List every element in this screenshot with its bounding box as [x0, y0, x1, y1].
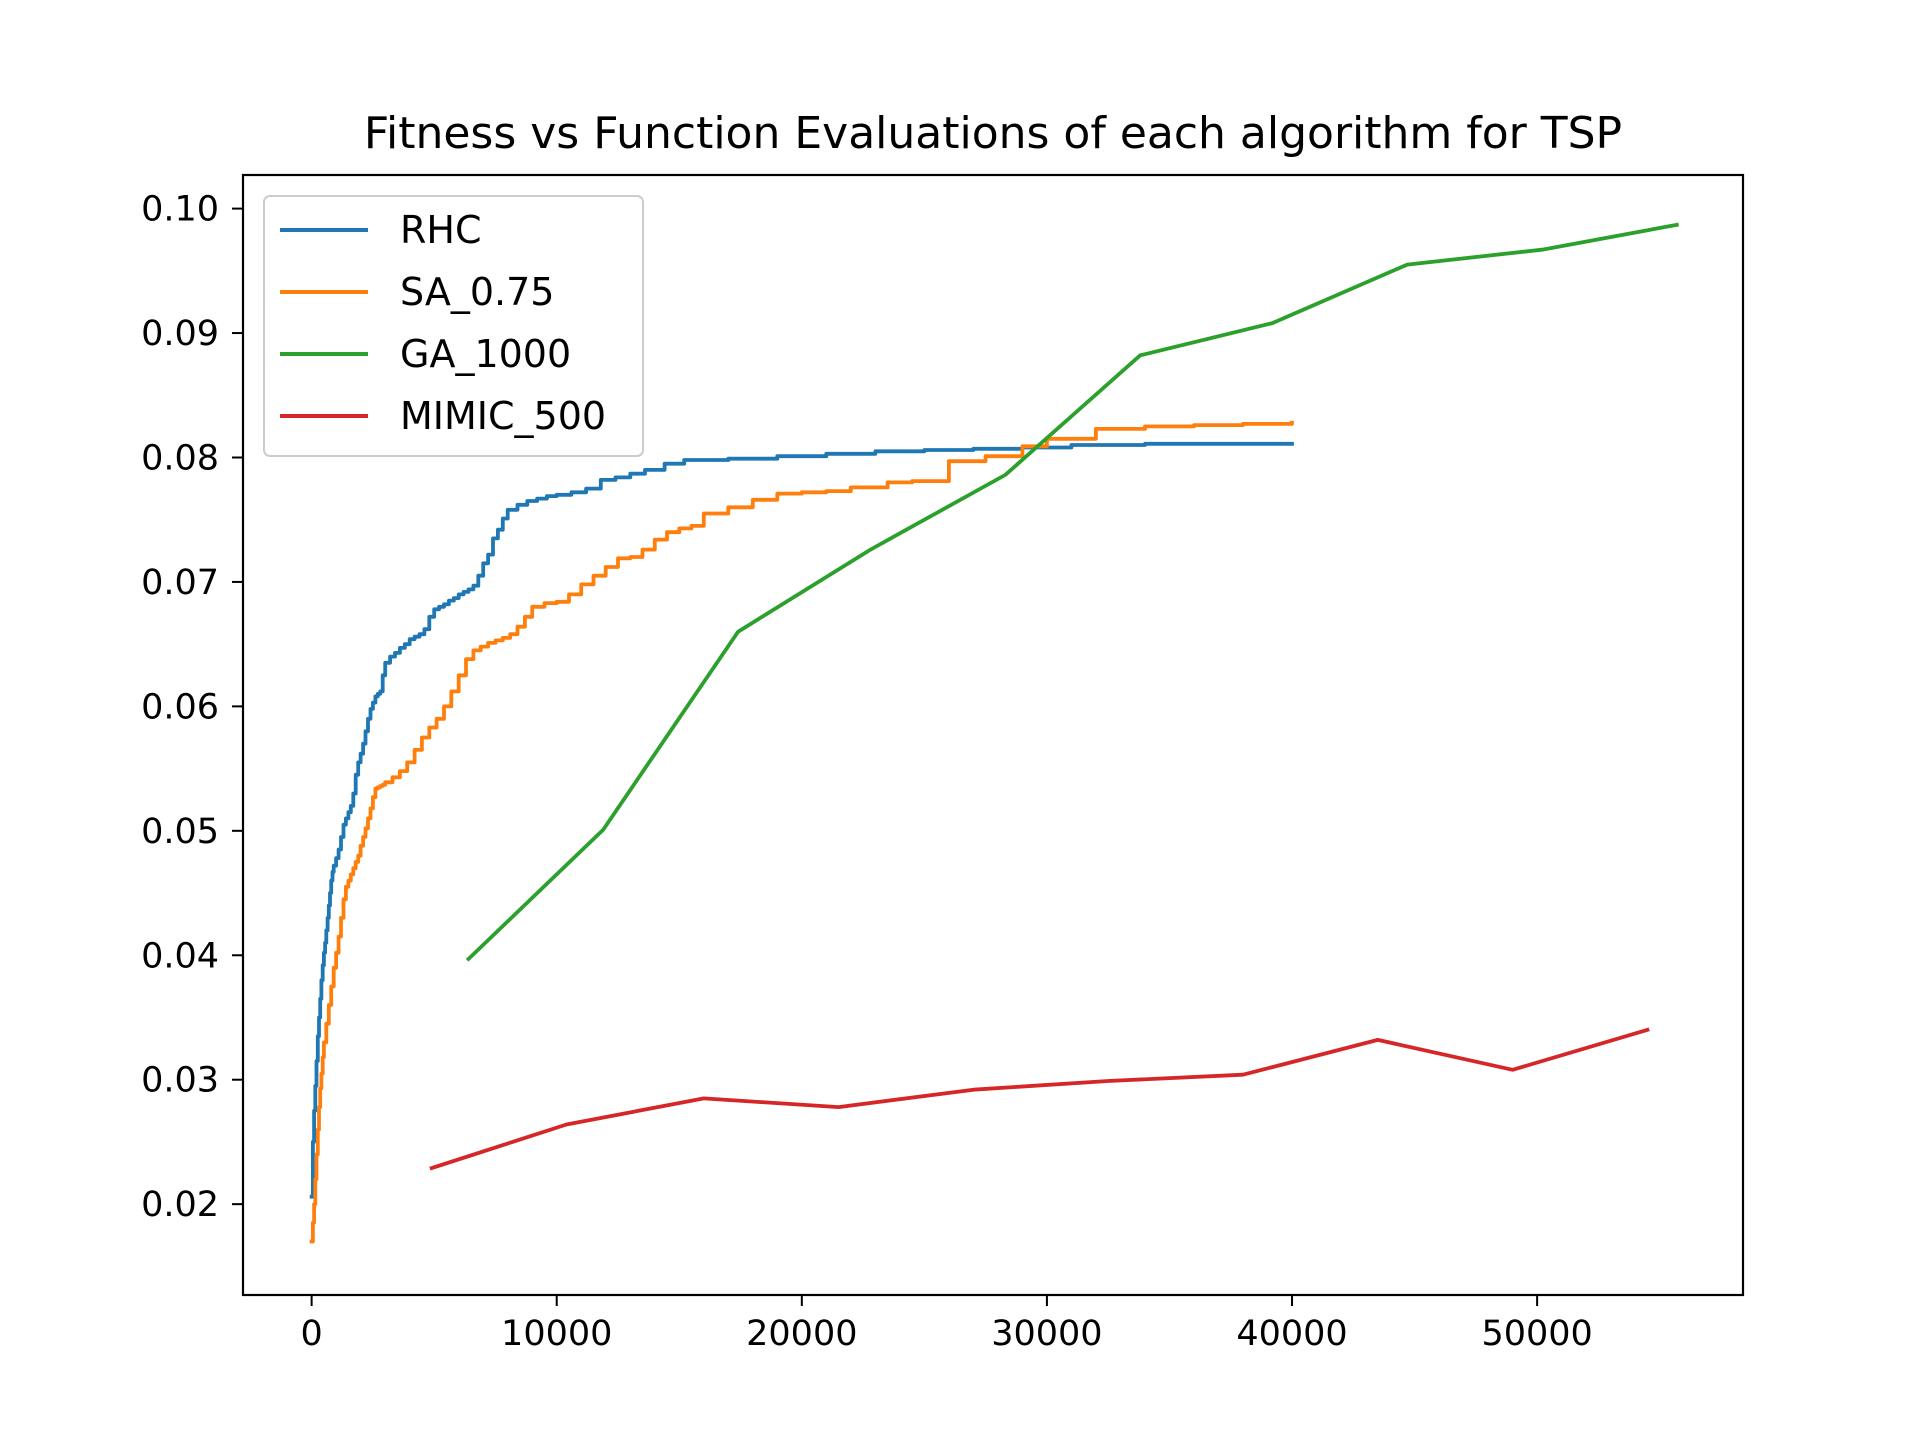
series-layer	[309, 222, 1680, 1244]
y-tick-label: 0.04	[141, 936, 219, 976]
y-tick-label: 0.08	[141, 438, 219, 478]
chart-title: Fitness vs Function Evaluations of each …	[364, 108, 1622, 159]
y-tick-label: 0.07	[141, 563, 219, 603]
plot-area-frame	[241, 173, 1745, 1297]
series-line-3	[429, 1027, 1650, 1171]
x-tick-label: 40000	[1236, 1314, 1347, 1354]
legend-label-0: RHC	[400, 208, 482, 252]
y-tick-label: 0.10	[141, 190, 219, 230]
x-tick-label: 10000	[501, 1314, 612, 1354]
y-tick-label: 0.09	[141, 314, 219, 354]
series-line-2	[465, 222, 1680, 962]
legend: RHC SA_0.75 GA_1000 MIMIC_500	[263, 195, 644, 457]
y-tick-label: 0.05	[141, 812, 219, 852]
legend-label-1: SA_0.75	[400, 270, 554, 314]
legend-label-3: MIMIC_500	[400, 394, 606, 438]
y-tick-label: 0.02	[141, 1185, 219, 1225]
series-line-0	[309, 441, 1294, 1199]
x-tick-label: 20000	[746, 1314, 857, 1354]
x-tick-label: 50000	[1481, 1314, 1592, 1354]
y-axis: 0.02 0.03 0.04 0.05 0.06 0.07 0.08 0.09 0.10	[141, 190, 243, 1225]
y-tick-label: 0.06	[141, 687, 219, 727]
legend-label-2: GA_1000	[400, 332, 571, 376]
y-tick-label: 0.03	[141, 1061, 219, 1101]
legend-box	[263, 195, 644, 457]
x-axis: 0 10000 20000 30000 40000 50000	[300, 1295, 1593, 1354]
x-tick-label: 30000	[991, 1314, 1102, 1354]
x-tick-label: 0	[300, 1314, 322, 1354]
series-line-1	[309, 420, 1294, 1244]
